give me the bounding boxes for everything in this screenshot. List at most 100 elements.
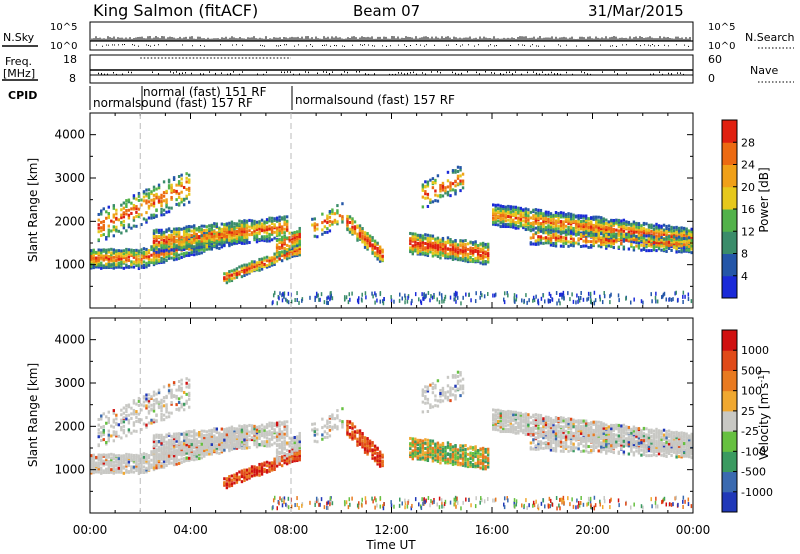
nave-dot [323,71,324,73]
power-cell [321,221,324,225]
power-cell [268,227,271,231]
power-cell [190,233,193,237]
nsearch-dot [468,44,469,46]
power-cell [326,227,329,231]
power-cell [579,226,583,230]
power-cell [527,227,530,231]
nave-dot [533,71,534,73]
power-cell [230,279,234,283]
power-cell [537,213,540,217]
velocity-cell [180,382,183,386]
power-cell [622,221,626,225]
power-cell [627,222,631,226]
velocity-cell [132,423,136,427]
power-cell [680,248,683,252]
velocity-cell [140,456,143,460]
velocity-cell [193,458,196,462]
power-cell [120,213,123,217]
power-cell [368,242,372,246]
power-cell [670,297,673,302]
velocity-cell [182,453,186,457]
power-cell [218,235,221,239]
power-cell [160,200,163,204]
nave-dot [659,71,660,73]
power-cell [255,266,259,270]
power-cell [680,230,683,234]
power-cell [494,219,497,223]
power-cell [112,262,116,266]
power-cell [660,224,663,228]
velocity-cell [112,420,116,424]
power-cell [645,241,648,245]
power-cell [547,230,550,234]
velocity-cell [137,417,141,421]
velocity-cell [152,454,156,458]
power-cell [170,197,173,201]
power-cell [655,243,658,247]
velocity-cell [160,456,163,460]
velocity-cell [142,468,146,472]
velocity-cell [160,415,163,419]
power-cell [326,300,328,305]
power-cell [449,295,452,300]
power-cell [175,234,178,238]
power-cell [589,221,593,225]
velocity-cell [97,453,100,457]
velocity-cell [102,428,105,432]
power-cell [524,207,528,211]
velocity-cell [160,405,163,409]
nsearch-dot [102,45,103,47]
power-cell [515,294,518,299]
velocity-cell [245,431,249,435]
velocity-cell [198,451,201,455]
nave-dot [677,72,678,74]
power-cell [625,220,628,224]
power-cell [600,232,603,236]
power-cell [426,237,430,241]
velocity-cell [147,405,151,409]
power-cell [429,198,432,202]
velocity-cell [200,429,203,433]
power-cell [675,246,678,250]
power-cell [532,226,535,230]
power-cell [285,225,289,229]
power-cell [351,291,353,296]
power-cell [140,248,143,252]
power-cell [625,226,628,230]
power-cell [439,242,442,246]
power-cell [587,291,590,296]
power-cell [657,243,661,247]
power-cell [605,236,608,240]
power-cell [414,245,417,249]
velocity-cell [187,440,191,444]
power-cell [250,223,254,227]
power-cell [519,220,523,224]
power-cell [504,225,507,229]
velocity-cell [172,432,176,436]
velocity-cell [90,469,93,473]
nave-dot [305,71,306,73]
power-cell [175,202,178,206]
power-cell [294,298,296,303]
power-cell [669,297,671,302]
power-cell [235,270,239,274]
power-cell [670,243,673,247]
power-cell [240,229,244,233]
power-cell [475,291,477,296]
power-cell [612,232,615,236]
power-cell [208,241,211,245]
power-cell [296,297,298,302]
power-cell [117,265,121,269]
power-cell [356,238,359,242]
power-cell [172,177,176,181]
power-cell [426,252,430,256]
nsearch-dot [426,44,427,46]
power-cell [122,206,126,210]
power-cell [607,239,610,243]
power-cell [366,232,369,236]
power-cell [577,237,580,241]
power-cell [632,224,636,228]
power-cell [677,244,681,248]
power-cell [690,251,693,255]
nave-dot [653,73,654,75]
